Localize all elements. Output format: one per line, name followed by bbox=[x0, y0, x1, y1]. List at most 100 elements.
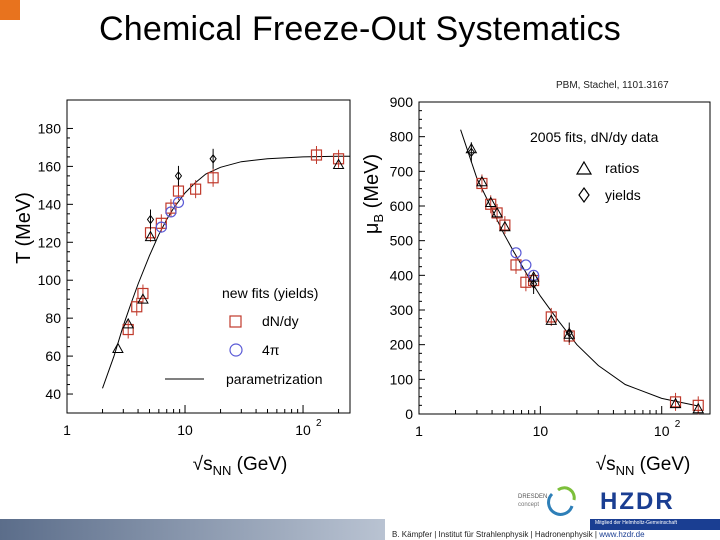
legend-label-ratios: ratios bbox=[605, 160, 639, 176]
svg-text:√sNN (GeV): √sNN (GeV) bbox=[193, 454, 288, 478]
xlabel-left: √sNN (GeV) bbox=[193, 454, 288, 478]
data-point-square bbox=[520, 276, 532, 288]
ytick-label: 400 bbox=[390, 267, 414, 283]
data-point-circle bbox=[172, 196, 185, 209]
temperature-plot-svg: T (MeV) 40 60 80 100 120 140 160 180 1 10 10 2 √sNN… bbox=[13, 99, 351, 478]
ytick-label: 40 bbox=[45, 386, 61, 402]
xtick-label: 1 bbox=[63, 422, 71, 438]
data-point-square bbox=[165, 202, 177, 214]
ytick-label: 500 bbox=[390, 233, 414, 249]
helmholtz-text: Mitglied der Helmholtz-Gemeinschaft bbox=[595, 520, 677, 526]
data-point-square bbox=[172, 185, 185, 197]
legend-left: new fits (yields) dN/dy 4π parametrizati… bbox=[165, 285, 323, 387]
data-point-triangle bbox=[476, 175, 488, 187]
footer-link[interactable]: www.hzdr.de bbox=[599, 530, 645, 539]
svg-text:√sNN (GeV): √sNN (GeV) bbox=[596, 454, 691, 478]
legend-marker-circle bbox=[229, 343, 243, 357]
data-point-circle bbox=[155, 221, 167, 233]
data-point-diamond bbox=[174, 171, 183, 181]
data-point-square bbox=[476, 177, 488, 190]
data-point-diamond bbox=[467, 147, 475, 158]
data-point-square bbox=[485, 198, 497, 210]
ytick-label: 800 bbox=[390, 129, 414, 145]
data-point-triangle bbox=[692, 402, 705, 414]
footer-author-text: B. Kämpfer | Institut für Strahlenphysik… bbox=[392, 530, 600, 539]
data-point-square bbox=[669, 396, 682, 408]
legend-title-right: 2005 fits, dN/dy data bbox=[530, 129, 659, 145]
svg-text:concept: concept bbox=[518, 502, 539, 508]
data-point-triangle bbox=[112, 342, 124, 354]
ytick-label: 120 bbox=[38, 234, 62, 250]
data-point-diamond bbox=[146, 214, 155, 225]
parametrization-curve bbox=[102, 155, 350, 389]
legend-right: 2005 fits, dN/dy data ratios yields bbox=[530, 129, 659, 204]
xtick-label: 10 bbox=[654, 423, 670, 439]
svg-text:DRESDEN: DRESDEN bbox=[518, 494, 547, 500]
corner-accent bbox=[0, 0, 20, 20]
ytick-label: 600 bbox=[390, 198, 414, 214]
data-point-triangle bbox=[545, 314, 558, 325]
data-point-diamond bbox=[565, 327, 573, 338]
parametrization-curve bbox=[460, 129, 699, 407]
ytick-label: 100 bbox=[390, 371, 414, 387]
ytick-label: 900 bbox=[390, 94, 414, 110]
data-point-triangle bbox=[144, 230, 157, 242]
data-point-square bbox=[190, 183, 202, 195]
plot-frame bbox=[418, 101, 711, 415]
xtick-label: 10 bbox=[177, 422, 193, 438]
xtick-exponent: 2 bbox=[675, 419, 681, 430]
temperature-plot: T (MeV) 40 60 80 100 120 140 160 180 1 10 10 2 √sNN… bbox=[0, 88, 360, 483]
data-point-square bbox=[207, 172, 219, 184]
ytick-label: 160 bbox=[38, 158, 62, 174]
data-point-circle bbox=[510, 247, 522, 259]
ytick-label: 180 bbox=[38, 120, 62, 136]
data-point-square bbox=[131, 301, 143, 313]
data-point-triangle bbox=[137, 293, 149, 304]
svg-text:T (MeV): T (MeV) bbox=[13, 192, 35, 264]
data-point-square bbox=[332, 153, 345, 165]
plot-frame bbox=[66, 99, 351, 414]
hzdr-logo: HZDR bbox=[596, 485, 714, 515]
ytick-label: 60 bbox=[45, 348, 61, 364]
data-point-square bbox=[499, 219, 511, 231]
data-point-triangle bbox=[499, 220, 511, 232]
ytick-label: 100 bbox=[38, 272, 62, 288]
ytick-label: 300 bbox=[390, 302, 414, 318]
data-point-triangle bbox=[332, 158, 345, 169]
data-point-triangle bbox=[484, 196, 497, 208]
xtick-label: 1 bbox=[415, 423, 423, 439]
svg-text:HZDR: HZDR bbox=[600, 488, 675, 515]
ytick-label: 700 bbox=[390, 163, 414, 179]
mub-plot-svg: μB (MeV) 0 100 200 300 400 500 600 700 800 900 1 10… bbox=[361, 94, 711, 478]
data-point-square bbox=[137, 287, 149, 300]
xtick-label: 10 bbox=[295, 422, 311, 438]
data-point-square bbox=[155, 217, 167, 229]
data-point-triangle bbox=[669, 397, 682, 409]
ytick-label: 200 bbox=[390, 337, 414, 353]
data-point-square bbox=[545, 311, 557, 323]
legend-label-4pi: 4π bbox=[262, 342, 280, 358]
data-point-square bbox=[122, 323, 134, 336]
ytick-label: 140 bbox=[38, 196, 62, 212]
legend-label-parametrization: parametrization bbox=[226, 371, 323, 387]
data-point-triangle bbox=[491, 206, 503, 218]
legend-marker-square bbox=[229, 315, 242, 328]
legend-label-dndy: dN/dy bbox=[262, 313, 299, 329]
footer-helmholtz-band bbox=[590, 519, 720, 530]
data-point-diamond bbox=[529, 279, 538, 289]
footer-author: B. Kämpfer | Institut für Strahlenphysik… bbox=[392, 530, 645, 539]
data-point-square bbox=[692, 399, 704, 411]
slide-title: Chemical Freeze-Out Systematics bbox=[98, 10, 621, 48]
svg-text:μB (MeV): μB (MeV) bbox=[361, 154, 386, 234]
ytick-label: 0 bbox=[405, 406, 413, 422]
xlabel-right: √sNN (GeV) bbox=[596, 454, 691, 478]
citation: PBM, Stachel, 1101.3167 bbox=[556, 80, 669, 91]
legend-title-left: new fits (yields) bbox=[222, 285, 318, 301]
xtick-exponent: 2 bbox=[316, 418, 322, 429]
legend-marker-triangle bbox=[575, 160, 593, 175]
data-point-triangle bbox=[122, 317, 135, 329]
mub-plot: μB (MeV) 0 100 200 300 400 500 600 700 800 900 1 10… bbox=[355, 88, 720, 483]
footer-bar: Mitglied der Helmholtz-Gemeinschaft B. K… bbox=[0, 519, 720, 540]
data-point-circle bbox=[520, 259, 532, 271]
xtick-label: 10 bbox=[533, 423, 549, 439]
